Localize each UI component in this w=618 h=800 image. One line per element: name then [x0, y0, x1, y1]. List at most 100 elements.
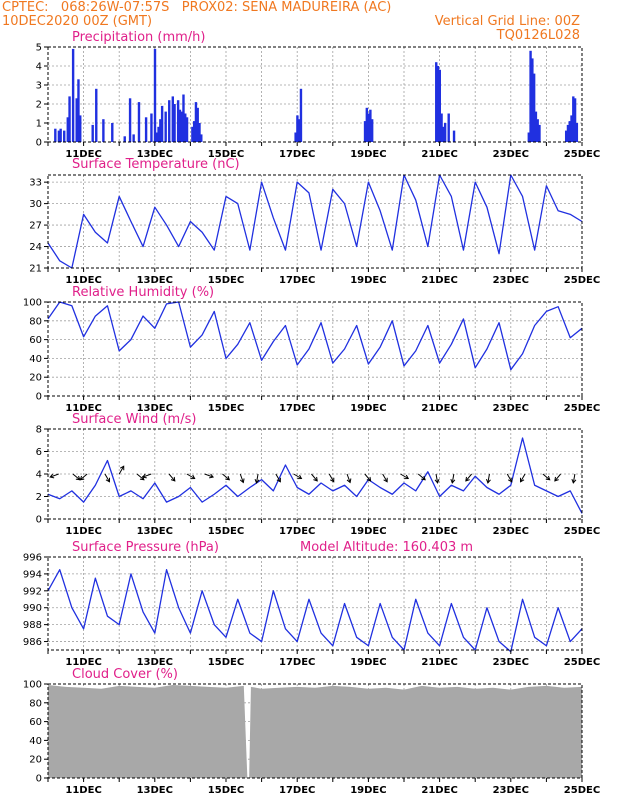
wind-arrow [186, 473, 195, 479]
y-tick-label: 21 [29, 264, 42, 275]
x-tick-label: 17DEC [279, 403, 315, 414]
x-tick-label: 13DEC [137, 657, 173, 668]
wind-arrow-head [276, 477, 281, 483]
x-tick-label: 13DEC [137, 403, 173, 414]
precip-bar [79, 115, 82, 142]
precip-bar [527, 132, 530, 142]
y-tick-label: 988 [23, 620, 42, 631]
wind-arrow-head [79, 475, 85, 481]
precip-bar [182, 94, 185, 142]
x-tick-label: 23DEC [493, 149, 529, 160]
panel-title-precipitation: Precipitation (mm/h) [72, 30, 205, 45]
x-tick-label: 19DEC [350, 785, 386, 796]
wind-arrow-head [383, 477, 388, 483]
y-tick-label: 80 [29, 698, 42, 709]
wind-arrow [136, 473, 145, 481]
wind-arrow [487, 473, 490, 483]
header-line1: CPTEC: 068:26W-07:57S PROX02: SENA MADUR… [2, 0, 392, 15]
precip-bar [194, 102, 198, 142]
x-tick-label: 21DEC [421, 785, 457, 796]
y-tick-label: 24 [29, 242, 42, 253]
precip-bar [123, 136, 126, 142]
precip-bar [367, 113, 370, 142]
wind-arrow-head [421, 475, 426, 481]
precip-bar [178, 109, 182, 142]
x-tick-label: 17DEC [279, 657, 315, 668]
x-tick-label: 19DEC [350, 275, 386, 286]
precip-bar [192, 121, 196, 142]
x-tick-label: 17DEC [279, 785, 315, 796]
y-tick-label: 33 [29, 178, 42, 189]
precip-bar [180, 111, 183, 142]
pressure-line [47, 569, 583, 653]
x-tick-label: 23DEC [493, 275, 529, 286]
wind-arrow-head [434, 478, 440, 484]
x-tick-label: 25DEC [564, 657, 600, 668]
x-tick-label: 11DEC [65, 149, 101, 160]
precip-bar [102, 119, 105, 142]
wind-arrow [346, 473, 351, 483]
wind-arrow-head [519, 477, 525, 483]
precip-bar [157, 126, 160, 142]
x-tick-label: 21DEC [421, 275, 457, 286]
precip-bar [570, 115, 573, 142]
precip-bar [452, 130, 456, 142]
precip-bar [171, 96, 174, 142]
x-tick-label: 11DEC [65, 275, 101, 286]
precip-bar [184, 113, 187, 142]
x-tick-label: 23DEC [493, 403, 529, 414]
x-tick-label: 17DEC [279, 526, 315, 537]
precip-bar [77, 79, 80, 142]
x-tick-label: 21DEC [421, 403, 457, 414]
y-tick-label: 60 [29, 717, 42, 728]
panel-wind: Surface Wind (m/s) 0 2 4 6 8 11DEC 13DEC 15DEC 1… [36, 412, 601, 537]
precip-bar [54, 128, 57, 142]
precip-bar [196, 107, 199, 142]
y-tick-label: 990 [23, 603, 42, 614]
panel-title-humidity: Relative Humidity (%) [72, 285, 214, 300]
x-tick-label: 23DEC [493, 526, 529, 537]
precip-bar [71, 48, 75, 142]
precip-bar [564, 130, 568, 142]
wind-arrow-head [209, 473, 215, 479]
precip-bar [144, 117, 148, 142]
precip-bar [294, 132, 297, 142]
header-grid-line: Vertical Grid Line: 00Z [434, 14, 580, 29]
x-tick-label: 17DEC [279, 275, 315, 286]
precip-bar [575, 123, 579, 142]
wind-arrow-head [485, 478, 491, 484]
wind-arrow [222, 473, 230, 481]
panel-title-wind: Surface Wind (m/s) [72, 412, 196, 427]
x-tick-label: 17DEC [279, 149, 315, 160]
precip-bar [442, 126, 445, 142]
precip-bar [68, 96, 71, 142]
wind-arrow-head [297, 474, 303, 480]
wind-arrow [554, 473, 562, 482]
x-tick-label: 15DEC [208, 785, 244, 796]
wind-arrow-head [49, 473, 55, 479]
precip-bar [299, 88, 303, 142]
x-tick-label: 15DEC [208, 149, 244, 160]
precip-bar [572, 96, 575, 142]
x-tick-label: 25DEC [564, 403, 600, 414]
humidity-line [47, 301, 583, 371]
y-tick-label: 6 [36, 447, 42, 458]
plot-frame [47, 301, 583, 397]
precip-bar [198, 123, 201, 142]
precip-bar [132, 134, 135, 142]
y-tick-label: 27 [29, 221, 42, 232]
y-tick-label: 20 [29, 373, 42, 384]
precip-bar [137, 102, 141, 142]
plot-area [48, 47, 582, 142]
precip-bar [155, 132, 158, 142]
wind-arrow-head [254, 478, 260, 484]
wind-arrow [204, 473, 214, 478]
precip-bar [438, 69, 441, 142]
wind-arrow [72, 473, 81, 481]
plot-frame [47, 174, 583, 269]
precip-bar [59, 128, 62, 142]
precip-bar [440, 113, 443, 142]
plot-frame [47, 683, 583, 779]
x-tick-label: 23DEC [493, 785, 529, 796]
